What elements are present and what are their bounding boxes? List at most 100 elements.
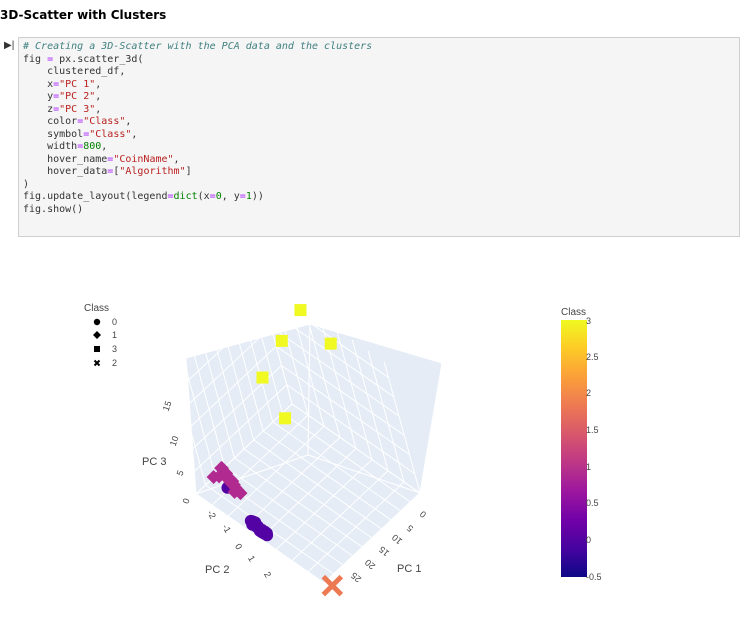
legend-x-icon xyxy=(93,359,101,367)
colorbar-tick-0-5: 0.5 xyxy=(586,498,599,508)
code-token: , xyxy=(173,153,180,165)
data-markers[interactable] xyxy=(206,304,344,597)
legend-item-1[interactable]: 1 xyxy=(93,330,117,340)
code-token: symbol xyxy=(23,128,84,140)
code-token: clustered_df, xyxy=(23,66,126,77)
colorbar-tick-2-5: 2.5 xyxy=(586,352,599,362)
gridline xyxy=(281,365,410,455)
legend-circle-icon xyxy=(93,318,101,326)
pc2-tick-m2: -2 xyxy=(205,509,218,521)
gridline xyxy=(260,290,293,405)
code-token: fig.update_layout(legend xyxy=(23,191,168,202)
code-token: width xyxy=(23,141,78,152)
code-token: = xyxy=(239,191,246,202)
gridline xyxy=(275,345,405,436)
marker-class-2-0[interactable] xyxy=(321,574,344,597)
pc3-tick-labels: 15 10 5 0 xyxy=(161,400,192,505)
marker-class-3-4[interactable] xyxy=(279,412,292,425)
code-token: , xyxy=(101,141,108,152)
code-token: "PC 3" xyxy=(59,103,96,115)
code-editor[interactable]: # Creating a 3D-Scatter with the PCA dat… xyxy=(23,41,372,216)
gridline xyxy=(188,335,226,468)
marker-class-1-12[interactable] xyxy=(206,469,221,484)
legend-label-3: 3 xyxy=(112,344,117,354)
gridlines xyxy=(159,290,421,584)
gridline xyxy=(259,448,357,539)
code-token: 1 xyxy=(245,191,252,202)
gridline xyxy=(351,339,389,471)
colorbar-tick-3: 3 xyxy=(586,316,591,326)
legend-diamond-icon xyxy=(93,331,101,339)
code-token: , y xyxy=(221,191,240,202)
gridline xyxy=(307,481,405,573)
pc3-tick-15: 15 xyxy=(161,400,174,413)
marker-class-0-17[interactable] xyxy=(247,518,260,531)
legend-label-2: 2 xyxy=(112,358,117,368)
pc1-tick-15: 15 xyxy=(377,544,391,558)
pc3-tick-0: 0 xyxy=(181,497,192,505)
legend[interactable]: Class 0 1 3 2 xyxy=(84,303,117,368)
gridline xyxy=(198,326,235,459)
gridline xyxy=(159,362,197,495)
pc3-axis-label: PC 3 xyxy=(142,456,166,468)
colorbar-title: Class xyxy=(561,307,586,318)
colorbar-tick-2: 2 xyxy=(586,388,591,398)
marker-class-3-2[interactable] xyxy=(275,334,288,347)
pc1-tick-0: 0 xyxy=(418,509,428,520)
gridline xyxy=(248,290,283,414)
pc1-tick-25: 25 xyxy=(349,570,363,584)
pc1-tick-10: 10 xyxy=(390,532,404,546)
pc2-axis-label: PC 2 xyxy=(205,564,229,576)
legend-item-2[interactable]: 2 xyxy=(93,358,118,368)
code-token: "PC 1" xyxy=(59,78,96,90)
run-cell-icon[interactable]: ▶​| xyxy=(4,40,15,51)
marker-class-0-19[interactable] xyxy=(261,529,274,542)
code-token: = xyxy=(47,53,54,65)
marker-class-1-13[interactable] xyxy=(219,466,234,481)
code-token: "Algorithm" xyxy=(119,166,186,177)
gridline xyxy=(265,307,395,398)
gridline xyxy=(207,317,245,450)
gridline xyxy=(243,437,341,528)
code-token: px.scatter_3d( xyxy=(53,53,144,65)
legend-item-3[interactable]: 3 xyxy=(94,344,117,354)
pc1-tick-5: 5 xyxy=(405,523,415,534)
marker-class-3-1[interactable] xyxy=(324,337,337,350)
gridline xyxy=(273,290,309,416)
code-token: # Creating a 3D-Scatter with the PCA dat… xyxy=(23,41,373,52)
pc2-tick-labels: -2 -1 0 1 2 xyxy=(205,509,273,580)
code-token: = xyxy=(209,191,216,202)
code-token: hover_name xyxy=(23,153,108,165)
scatter3d-plot[interactable]: 15 10 5 0 PC 3 -2 -1 0 1 2 PC 2 0 5 10 1… xyxy=(0,290,747,643)
code-token: [ xyxy=(113,166,120,177)
code-cell[interactable]: # Creating a 3D-Scatter with the PCA dat… xyxy=(18,37,740,237)
code-token: = xyxy=(107,153,114,165)
marker-class-3-0[interactable] xyxy=(294,304,307,317)
legend-square-icon xyxy=(94,346,100,352)
colorbar-tick-m0-5: -0.5 xyxy=(586,572,602,582)
code-token: fig.show() xyxy=(23,203,84,215)
pc2-tick-1: 1 xyxy=(246,554,257,563)
gridline xyxy=(291,403,421,494)
chart-svg[interactable]: 15 10 5 0 PC 3 -2 -1 0 1 2 PC 2 0 5 10 1… xyxy=(0,290,747,643)
marker-class-1-6[interactable] xyxy=(226,477,241,492)
code-token: , xyxy=(95,78,102,90)
gridline xyxy=(383,361,421,494)
colorbar-tick-1-5: 1.5 xyxy=(586,425,599,435)
gridline xyxy=(217,308,255,441)
pc2-tick-2: 2 xyxy=(262,570,273,579)
marker-class-3-3[interactable] xyxy=(256,371,269,384)
legend-label-0: 0 xyxy=(112,317,117,327)
gridline xyxy=(179,344,216,477)
gridline xyxy=(286,384,416,475)
gridline xyxy=(303,306,341,438)
legend-item-0[interactable]: 0 xyxy=(93,317,117,327)
code-token: , xyxy=(95,103,102,115)
pc1-tick-20: 20 xyxy=(363,557,377,571)
code-token: = xyxy=(77,116,84,127)
gridline xyxy=(227,299,264,432)
code-token: = xyxy=(107,166,114,177)
code-token: "PC 2" xyxy=(59,91,96,102)
code-token: , xyxy=(95,91,102,102)
marker-class-1-14[interactable] xyxy=(227,484,242,499)
